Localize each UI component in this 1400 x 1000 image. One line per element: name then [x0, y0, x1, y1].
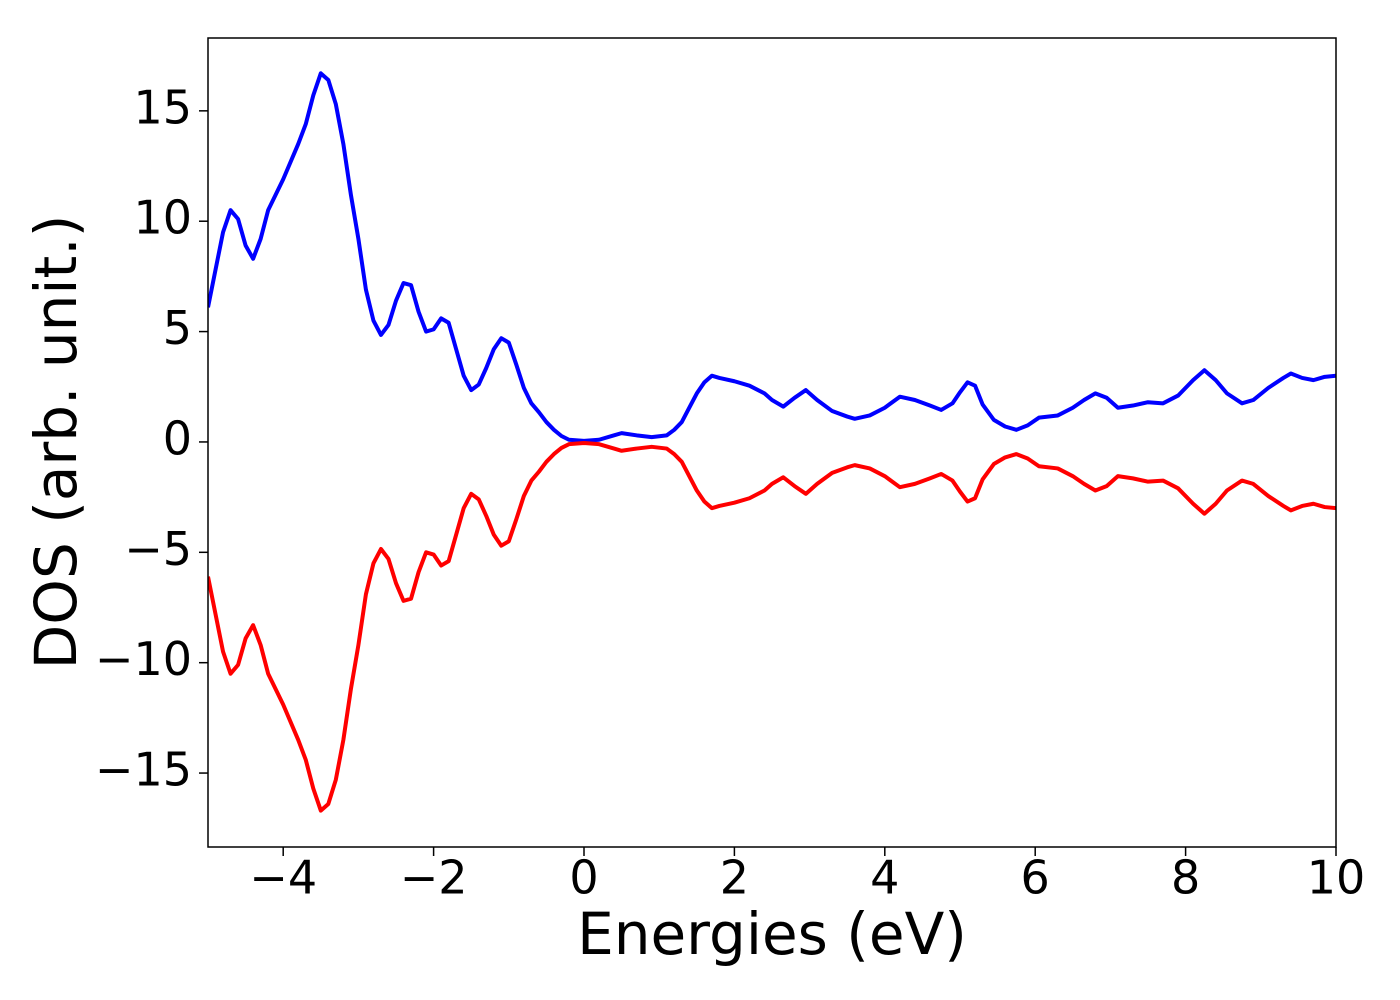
- x-tick-label: 2: [720, 851, 749, 905]
- plot-frame: [207, 37, 1337, 848]
- x-tick-label: 8: [1171, 851, 1200, 905]
- y-axis-label: DOS (arb. unit.): [22, 215, 90, 670]
- series-line: [208, 71, 1336, 443]
- x-tick-label: 10: [1307, 851, 1366, 905]
- x-tick-label: 0: [569, 851, 598, 905]
- x-tick-label: 4: [870, 851, 899, 905]
- y-tick-label: 0: [163, 411, 192, 465]
- y-tick-label: 10: [133, 191, 192, 245]
- y-tick-label: −5: [124, 522, 192, 576]
- y-tick-label: 5: [163, 301, 192, 355]
- x-axis-label: Energies (eV): [577, 900, 967, 968]
- x-tick-label: −2: [400, 851, 468, 905]
- x-tick-label: −4: [249, 851, 317, 905]
- x-tick-label: 6: [1021, 851, 1050, 905]
- y-tick-label: −10: [95, 632, 192, 686]
- y-tick-label: 15: [133, 80, 192, 134]
- series-line: [208, 441, 1336, 813]
- y-tick-label: −15: [95, 743, 192, 797]
